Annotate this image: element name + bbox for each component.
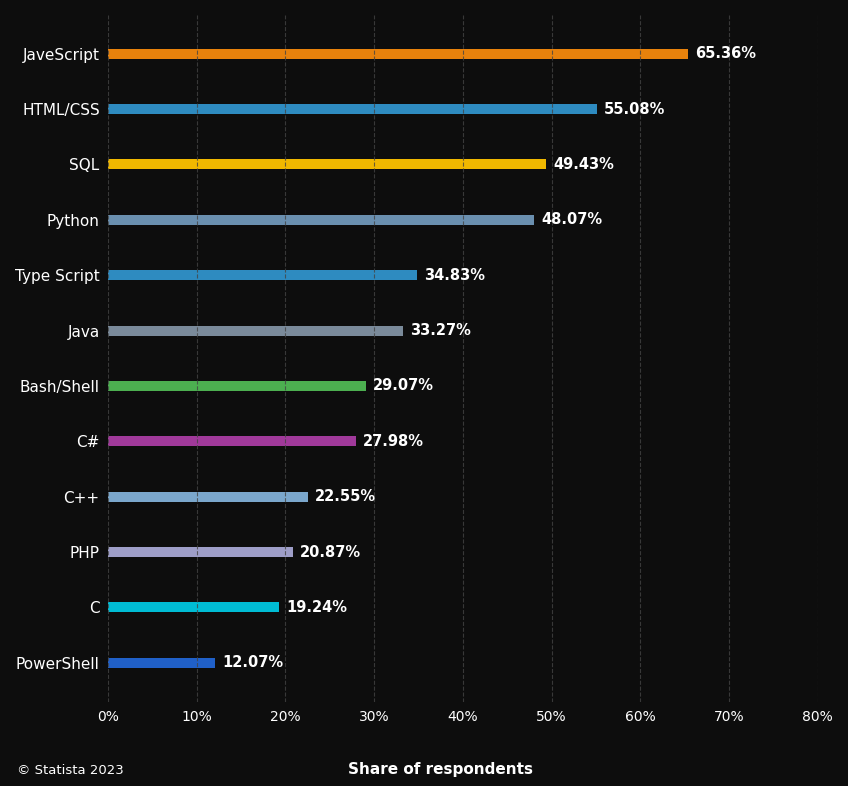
Text: 19.24%: 19.24% [286, 600, 347, 615]
Text: 29.07%: 29.07% [373, 378, 434, 394]
Text: 55.08%: 55.08% [604, 101, 665, 116]
Text: 27.98%: 27.98% [363, 434, 424, 449]
Text: 34.83%: 34.83% [424, 268, 485, 283]
Bar [108, 602, 279, 612]
Text: 65.36%: 65.36% [695, 46, 756, 61]
Bar [108, 492, 308, 501]
Bar [108, 658, 215, 668]
Bar [108, 215, 534, 225]
Bar [108, 325, 403, 336]
Bar [108, 547, 293, 557]
Text: © Statista 2023: © Statista 2023 [17, 763, 124, 777]
Text: 48.07%: 48.07% [542, 212, 603, 227]
Text: 20.87%: 20.87% [300, 545, 361, 560]
Bar [108, 160, 546, 170]
Bar [108, 104, 597, 114]
Text: 33.27%: 33.27% [410, 323, 471, 338]
Text: 12.07%: 12.07% [222, 656, 283, 670]
Text: Share of respondents: Share of respondents [349, 762, 533, 777]
Bar [108, 436, 356, 446]
Text: 49.43%: 49.43% [554, 157, 615, 172]
Bar [108, 270, 417, 280]
Bar [108, 49, 688, 59]
Bar [108, 381, 366, 391]
Text: 22.55%: 22.55% [315, 489, 377, 504]
